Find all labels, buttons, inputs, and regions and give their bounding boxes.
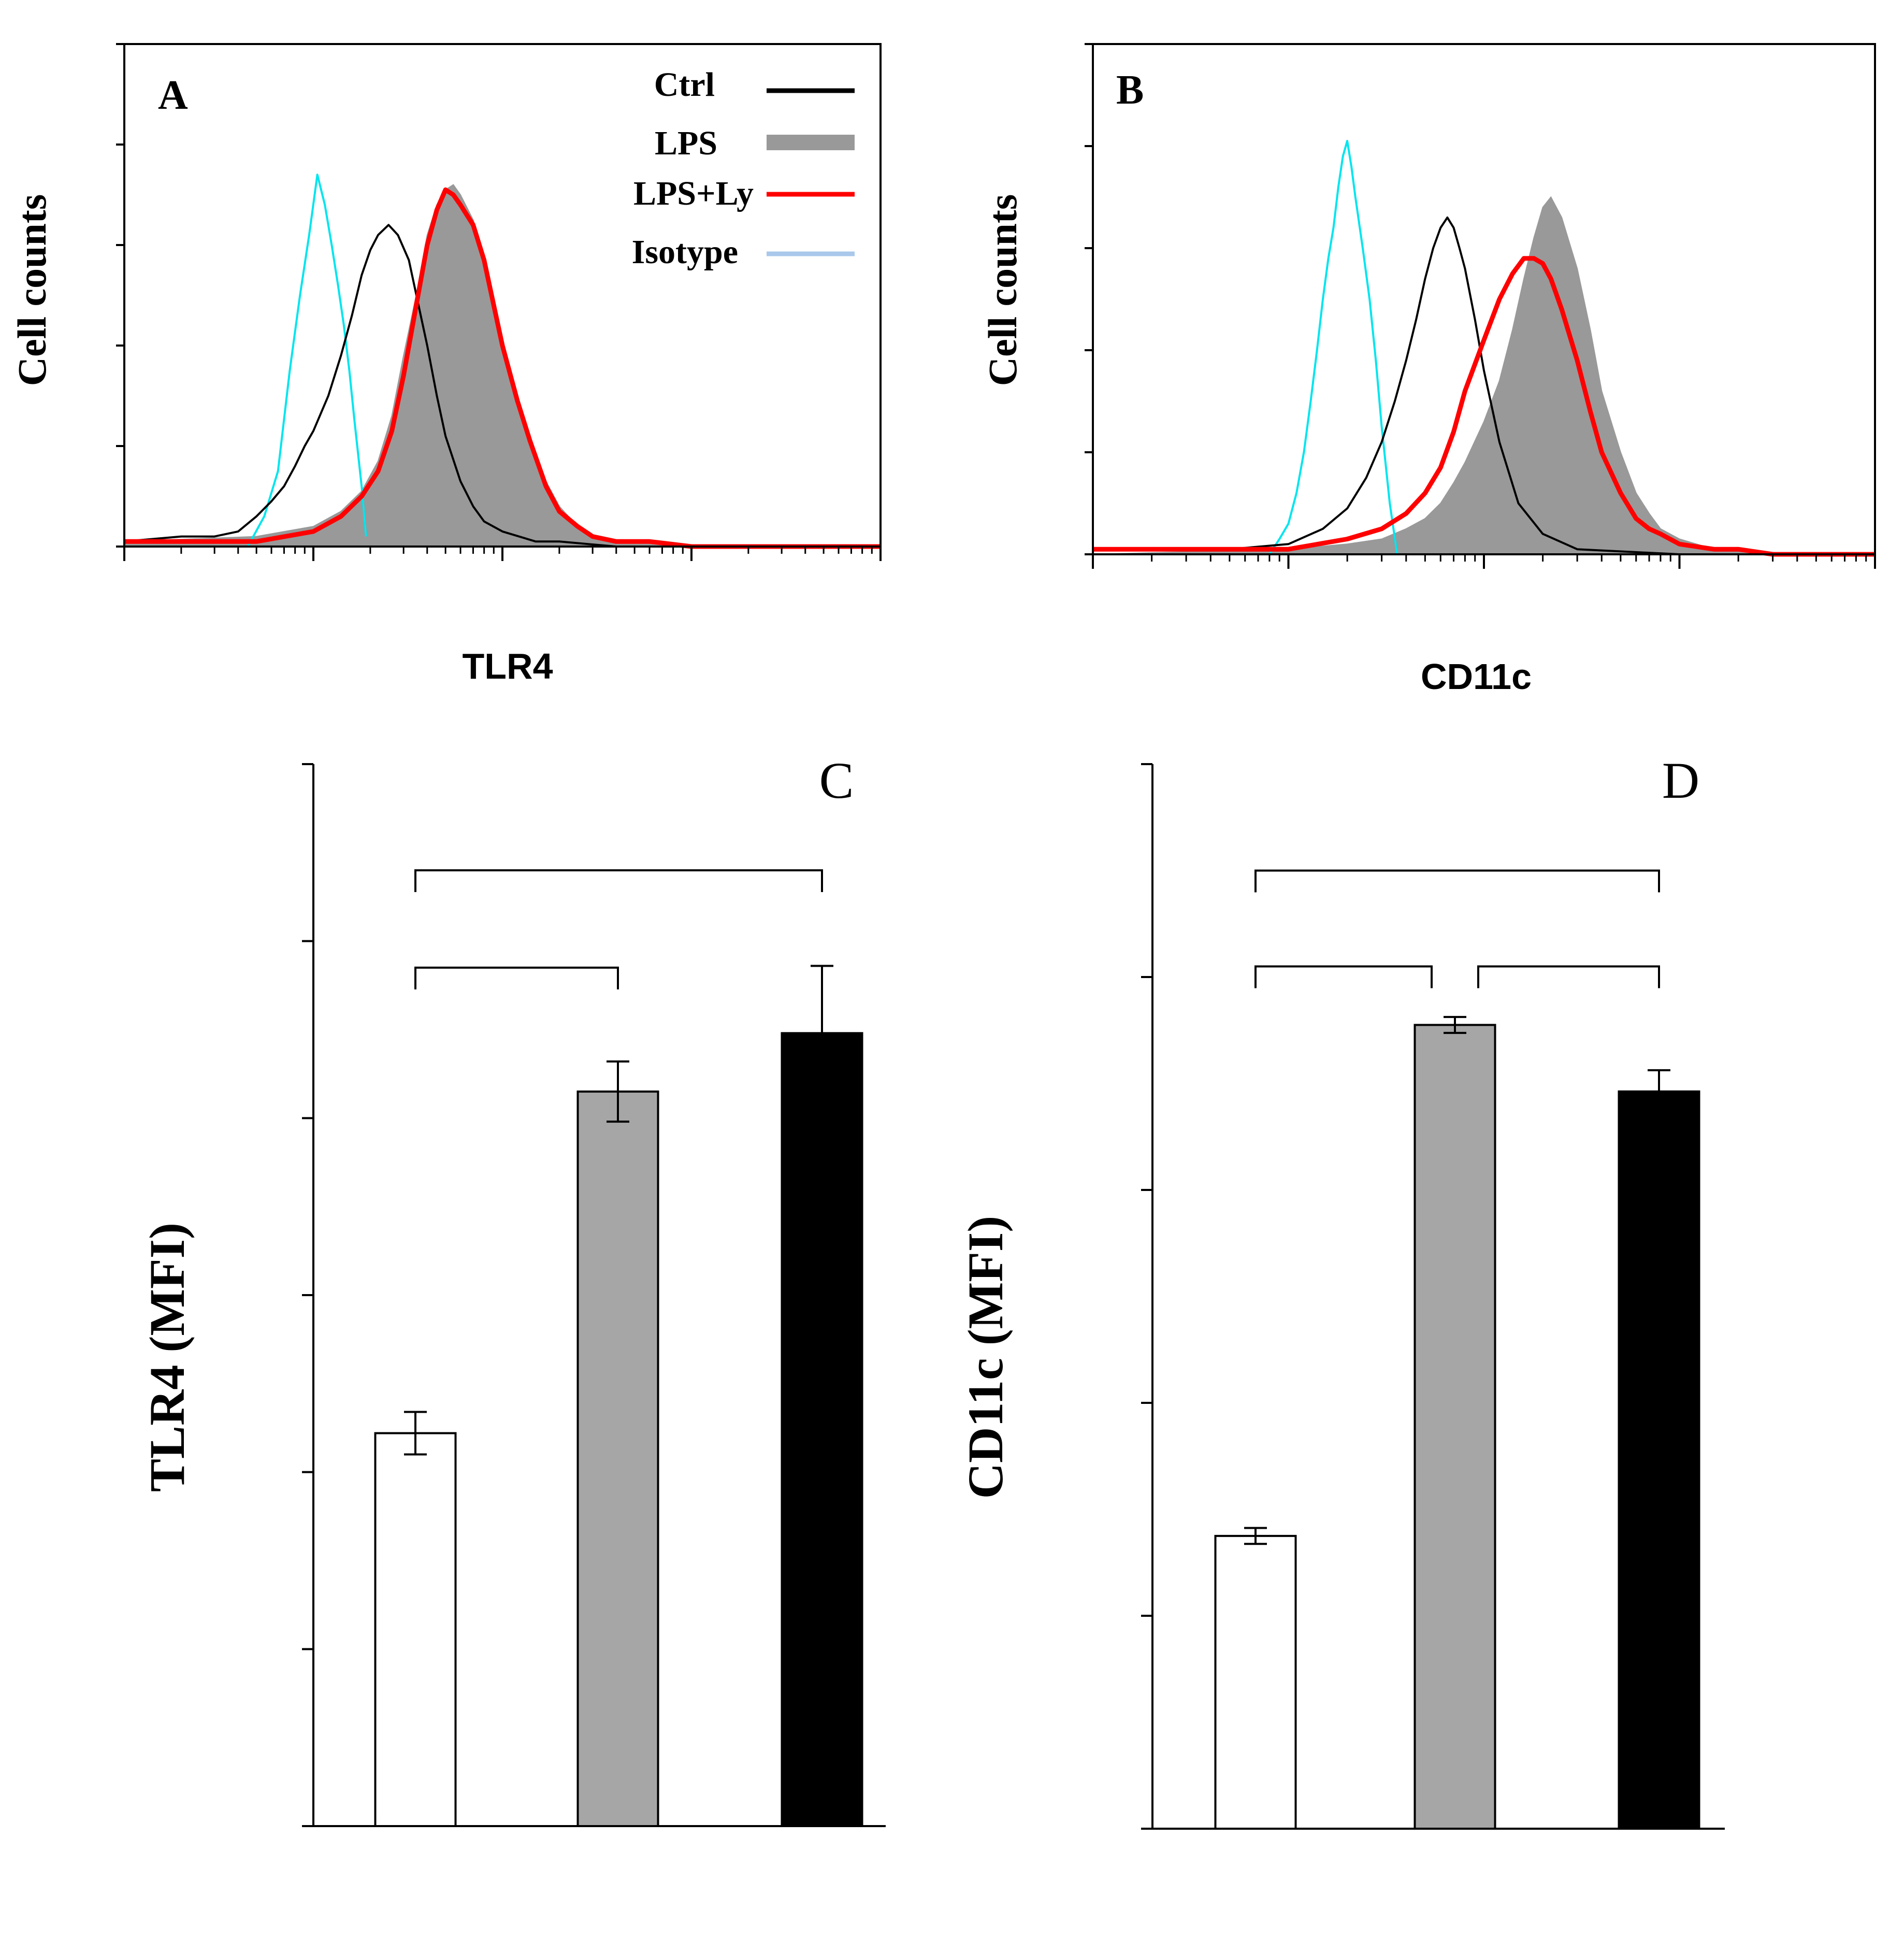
significance-bracket (414, 869, 823, 892)
panel-a-series-ctrl (124, 224, 881, 548)
error-bar-lps (607, 1060, 629, 1123)
bar-lps-ly (1618, 1090, 1700, 1830)
panel-b-series-isotype (1268, 140, 1398, 555)
significance-bracket (414, 966, 619, 989)
panel-a-series-lps-ly (124, 187, 881, 549)
panel-b-label: B (1116, 67, 1144, 113)
bar-ctrl (374, 1432, 457, 1827)
error-bar-lps-ly (811, 965, 833, 1102)
significance-bracket (1254, 869, 1660, 893)
panel-b-plot-area (1092, 140, 1875, 557)
error-bar-lps (1444, 1016, 1466, 1034)
panel-b-ylabel: Cell counts (980, 194, 1025, 386)
panel-c-bar-chart: C TLR4 (MFI) (139, 752, 886, 1827)
panel-b-series-ctrl (1093, 216, 1875, 555)
legend-label-ctrl: Ctrl (654, 66, 715, 104)
panel-a-series-lps (124, 184, 881, 547)
legend-label-lps: LPS (655, 124, 717, 162)
panel-d-ylabel: CD11c (MFI) (958, 1216, 1013, 1499)
panel-b-histogram: B Cell counts CD11c (980, 43, 1876, 697)
panel-c-label: C (819, 752, 854, 809)
legend-label-isotype: Isotype (632, 233, 738, 271)
bar-lps-ly (781, 1032, 863, 1827)
significance-bracket (1477, 965, 1660, 988)
panel-b-series-lps (1092, 196, 1875, 555)
panel-a-series-isotype (247, 174, 367, 547)
panel-d-label: D (1662, 752, 1699, 809)
panel-a-label: A (158, 73, 188, 118)
panel-c-significance (414, 869, 823, 989)
bar-lps (1413, 1024, 1496, 1830)
bar-ctrl (1214, 1534, 1297, 1830)
error-bar-ctrl (404, 1411, 427, 1456)
panel-b-axes (1085, 43, 1876, 569)
panel-a-axes (116, 43, 882, 561)
legend-label-lps-ly: LPS+Ly (633, 175, 754, 212)
panel-b-series-lps-ly (1093, 256, 1875, 557)
panel-c-bars (374, 965, 863, 1827)
significance-bracket (1254, 965, 1433, 988)
error-bar-ctrl (1244, 1527, 1267, 1545)
panel-b-xlabel: CD11c (1421, 656, 1532, 697)
panel-d-significance (1254, 869, 1660, 988)
panel-d-bar-chart: D CD11c (MFI) (958, 752, 1725, 1830)
panel-d-bars (1214, 1016, 1700, 1830)
panel-a-xlabel: TLR4 (463, 646, 553, 686)
panel-c-axes (302, 763, 886, 1827)
error-bar-lps-ly (1648, 1069, 1670, 1114)
panel-a-legend: Ctrl LPS LPS+Ly Isotype (632, 66, 855, 271)
panel-a-histogram: A Cell counts TLR4 Ctrl LPS LPS+Ly Isoty… (9, 43, 882, 686)
panel-a-plot-area (124, 174, 881, 549)
panel-a-ylabel: Cell counts (9, 194, 54, 386)
panel-d-axes (1141, 763, 1725, 1830)
bar-lps (576, 1090, 659, 1827)
panel-c-ylabel: TLR4 (MFI) (139, 1223, 195, 1492)
